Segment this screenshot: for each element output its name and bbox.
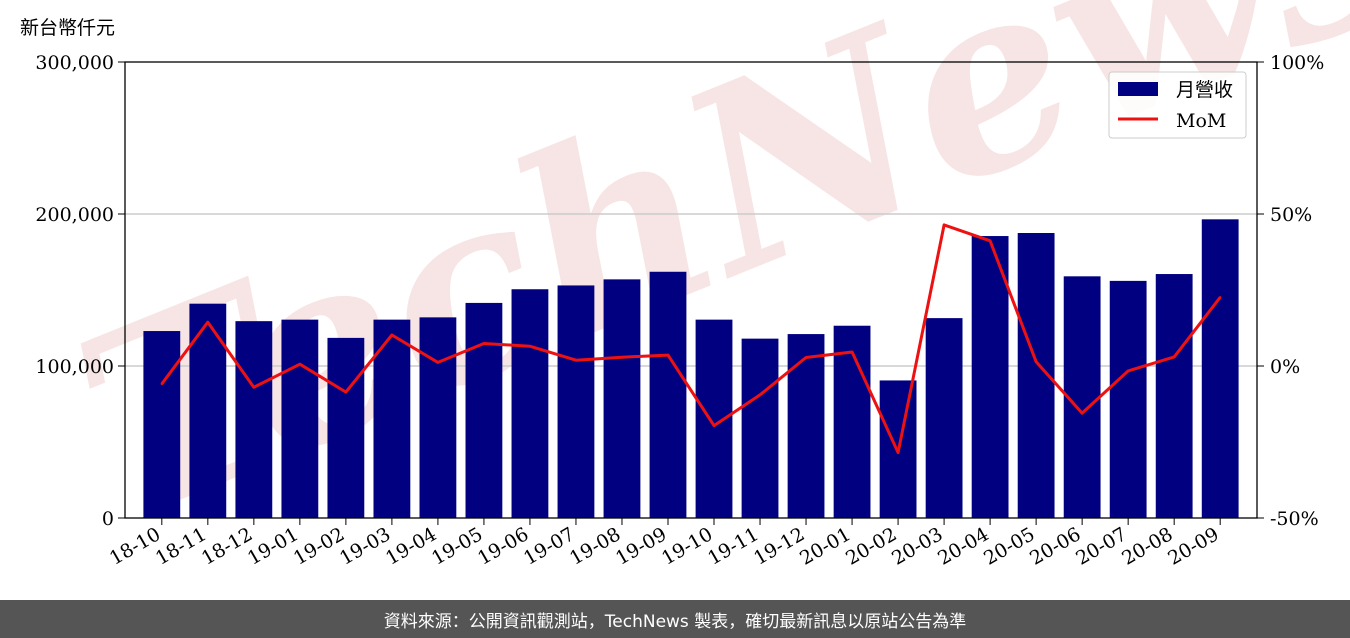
mom-point xyxy=(804,356,808,359)
mom-point xyxy=(206,321,210,324)
mom-point xyxy=(574,359,578,362)
mom-point xyxy=(1126,369,1130,373)
mom-point xyxy=(988,239,992,242)
bar xyxy=(971,236,1009,519)
bar xyxy=(189,303,227,518)
x-tick-label: 19-04 xyxy=(382,523,440,569)
mom-point xyxy=(436,361,440,364)
y-axis-unit-label: 新台幣仟元 xyxy=(20,17,115,39)
legend-label-revenue: 月營收 xyxy=(1176,79,1233,101)
mom-point xyxy=(528,345,532,348)
x-tick-label: 19-07 xyxy=(520,523,578,569)
x-tick-label: 20-01 xyxy=(796,523,854,569)
bar xyxy=(327,337,365,518)
mom-point xyxy=(712,424,716,427)
y-right-tick-label: -50% xyxy=(1270,508,1319,530)
x-tick-label: 20-09 xyxy=(1164,523,1222,569)
bar xyxy=(465,302,503,518)
bar xyxy=(419,317,457,518)
x-tick-label: 20-05 xyxy=(980,523,1038,569)
mom-point xyxy=(1172,355,1176,359)
y-left-tick-label: 100,000 xyxy=(35,356,114,378)
source-footer: 資料來源：公開資訊觀測站，TechNews 製表，確切最新訊息以原站公告為準 xyxy=(0,600,1350,638)
mom-point xyxy=(1080,411,1084,415)
bar xyxy=(235,321,273,518)
bar xyxy=(695,319,733,518)
x-tick-label: 20-04 xyxy=(934,523,992,569)
y-left-tick-label: 300,000 xyxy=(35,52,114,74)
y-right-tick-label: 100% xyxy=(1270,52,1324,74)
x-tick-label: 20-03 xyxy=(888,523,946,569)
bar xyxy=(649,271,687,518)
x-tick-label: 19-08 xyxy=(566,523,624,569)
mom-point xyxy=(390,333,394,337)
mom-point xyxy=(942,223,946,227)
mom-point xyxy=(620,355,624,359)
bar xyxy=(557,285,595,518)
bar xyxy=(281,319,319,518)
mom-line xyxy=(160,223,1222,455)
bar xyxy=(833,325,871,518)
plot-frame xyxy=(124,61,1258,519)
x-tick-label: 20-08 xyxy=(1118,523,1176,569)
x-tick-label: 19-11 xyxy=(704,523,762,569)
x-tick-label: 20-02 xyxy=(842,523,900,569)
bar xyxy=(511,289,549,518)
bar xyxy=(143,331,181,518)
mom-point xyxy=(896,451,900,454)
y-right-tick-label: 50% xyxy=(1270,204,1312,226)
x-tick-label: 19-09 xyxy=(612,523,670,569)
bar xyxy=(1109,280,1147,518)
bar xyxy=(373,319,411,518)
legend: 月營收 MoM xyxy=(1108,71,1247,139)
x-tick-label: 20-06 xyxy=(1026,523,1084,569)
x-tick-label: 19-02 xyxy=(290,523,348,569)
bar-series xyxy=(143,219,1239,519)
legend-swatch-bar xyxy=(1118,82,1158,96)
y-left-tick-label: 0 xyxy=(102,508,114,530)
legend-label-mom: MoM xyxy=(1176,110,1226,132)
mom-point xyxy=(344,390,348,394)
x-tick-label: 20-07 xyxy=(1072,523,1130,569)
mom-point xyxy=(1218,296,1222,299)
bar xyxy=(741,338,779,518)
mom-point xyxy=(252,386,256,389)
line-series xyxy=(160,223,1222,455)
x-tick-label: 19-03 xyxy=(336,523,394,569)
bar xyxy=(1155,274,1193,518)
y-left-tick-label: 200,000 xyxy=(35,204,114,226)
y-right-tick-label: 0% xyxy=(1270,356,1300,378)
x-tick-label: 19-12 xyxy=(750,523,808,569)
mom-point xyxy=(758,393,762,397)
bar xyxy=(603,279,641,518)
mom-point xyxy=(482,342,486,345)
mom-point xyxy=(298,362,302,366)
bar xyxy=(787,334,825,518)
mom-point xyxy=(850,350,854,354)
x-tick-label: 19-10 xyxy=(658,523,716,569)
x-tick-label: 19-05 xyxy=(428,523,486,569)
x-tick-label: 19-06 xyxy=(474,523,532,569)
mom-point xyxy=(666,353,670,357)
mom-point xyxy=(160,382,164,386)
footer-text: 資料來源：公開資訊觀測站，TechNews 製表，確切最新訊息以原站公告為準 xyxy=(383,611,967,632)
mom-point xyxy=(1034,360,1038,363)
bar xyxy=(1201,219,1239,518)
bar xyxy=(1063,276,1101,518)
bar xyxy=(925,318,963,518)
